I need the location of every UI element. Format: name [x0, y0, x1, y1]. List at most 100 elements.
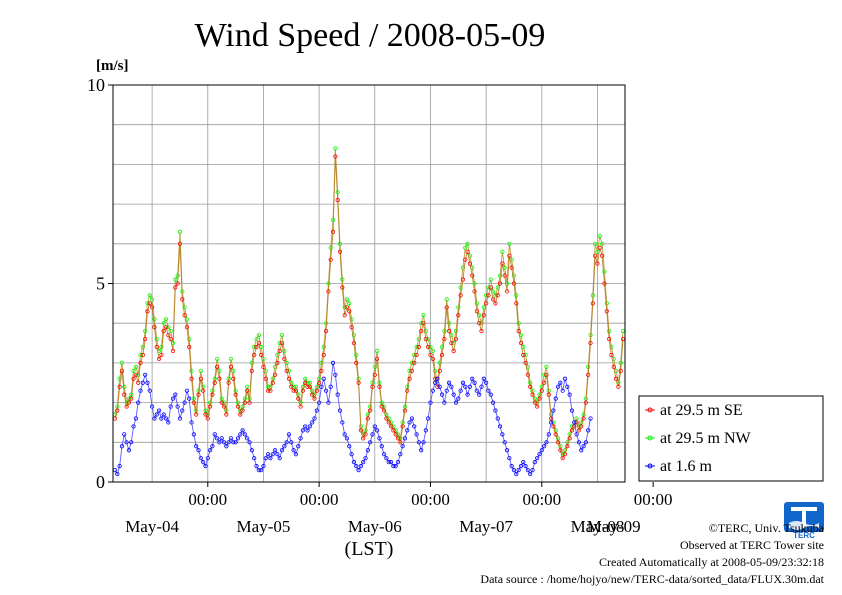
x-date-tick-label: May-07 [459, 517, 513, 536]
data-point [456, 396, 461, 401]
data-point [189, 368, 194, 373]
data-point [303, 376, 308, 381]
data-point [314, 388, 319, 393]
data-point [609, 344, 614, 350]
data-point [535, 456, 540, 461]
data-point [437, 360, 442, 365]
terc-logo: TERC [783, 501, 825, 540]
data-point [511, 273, 517, 278]
data-point [161, 329, 166, 334]
data-point [326, 289, 331, 294]
data-point [212, 432, 217, 437]
data-point [465, 249, 470, 254]
legend-marker [647, 407, 653, 413]
data-point [442, 400, 447, 405]
data-point [117, 464, 122, 469]
data-point [500, 249, 505, 254]
data-point [208, 404, 213, 409]
data-point [133, 416, 138, 421]
data-point [565, 440, 570, 445]
data-point [439, 344, 445, 350]
data-point [298, 436, 303, 441]
data-point [574, 416, 579, 421]
data-point [265, 388, 271, 393]
data-point [453, 336, 459, 342]
data-point [268, 384, 273, 389]
data-point [402, 436, 408, 441]
data-point [388, 460, 394, 465]
data-point [228, 436, 234, 441]
data-point [535, 404, 540, 409]
data-point [451, 348, 456, 354]
data-point [159, 416, 164, 421]
data-point [240, 404, 245, 409]
data-point [509, 265, 514, 270]
data-point [409, 368, 415, 373]
data-point [143, 329, 148, 334]
data-point [168, 329, 173, 334]
data-point [572, 420, 577, 425]
data-point [337, 249, 343, 254]
data-point [484, 301, 489, 306]
data-point [430, 356, 435, 362]
data-point [449, 384, 454, 389]
data-point [173, 277, 178, 282]
data-point [502, 440, 507, 445]
data-point [252, 344, 257, 350]
data-point [537, 396, 542, 401]
data-point [182, 305, 187, 310]
data-point [375, 428, 380, 433]
data-point [210, 444, 215, 449]
data-point [379, 444, 384, 449]
data-point [551, 408, 556, 413]
data-point [488, 277, 493, 282]
data-point [558, 448, 563, 453]
data-point [446, 329, 452, 334]
data-point [600, 253, 605, 258]
data-point [163, 325, 169, 330]
data-point [416, 440, 421, 445]
data-point [511, 281, 517, 286]
data-point [175, 281, 180, 286]
data-point [497, 424, 503, 429]
data-point [231, 376, 236, 381]
data-point [354, 360, 359, 365]
data-point [393, 432, 398, 437]
data-point [586, 364, 591, 369]
series-0 [112, 154, 626, 461]
data-point [296, 444, 301, 449]
data-point [133, 364, 138, 369]
data-point [254, 464, 259, 469]
data-point [138, 388, 143, 393]
data-point [305, 380, 310, 385]
data-point [544, 440, 549, 445]
data-point [416, 344, 421, 350]
data-point [138, 352, 143, 358]
data-point [613, 376, 619, 381]
data-point [398, 452, 403, 457]
data-point [323, 388, 329, 393]
data-point [259, 467, 264, 473]
data-point [532, 400, 537, 405]
data-point [426, 336, 431, 342]
data-point [579, 424, 584, 429]
data-point [305, 428, 310, 433]
data-point [493, 293, 498, 298]
data-point [217, 440, 222, 445]
data-point [163, 317, 169, 322]
data-point [293, 452, 299, 457]
series-layer [112, 146, 626, 477]
data-point [147, 388, 152, 393]
data-point [333, 154, 338, 159]
data-point [228, 364, 234, 369]
data-point [579, 420, 584, 425]
data-point [372, 424, 377, 429]
data-point [409, 416, 415, 421]
data-point [588, 416, 593, 421]
data-point [597, 245, 602, 250]
data-point [224, 444, 229, 449]
data-point [150, 297, 155, 302]
data-point [293, 388, 299, 393]
terc-logo-icon: TERC [784, 502, 824, 540]
data-point [530, 467, 535, 473]
